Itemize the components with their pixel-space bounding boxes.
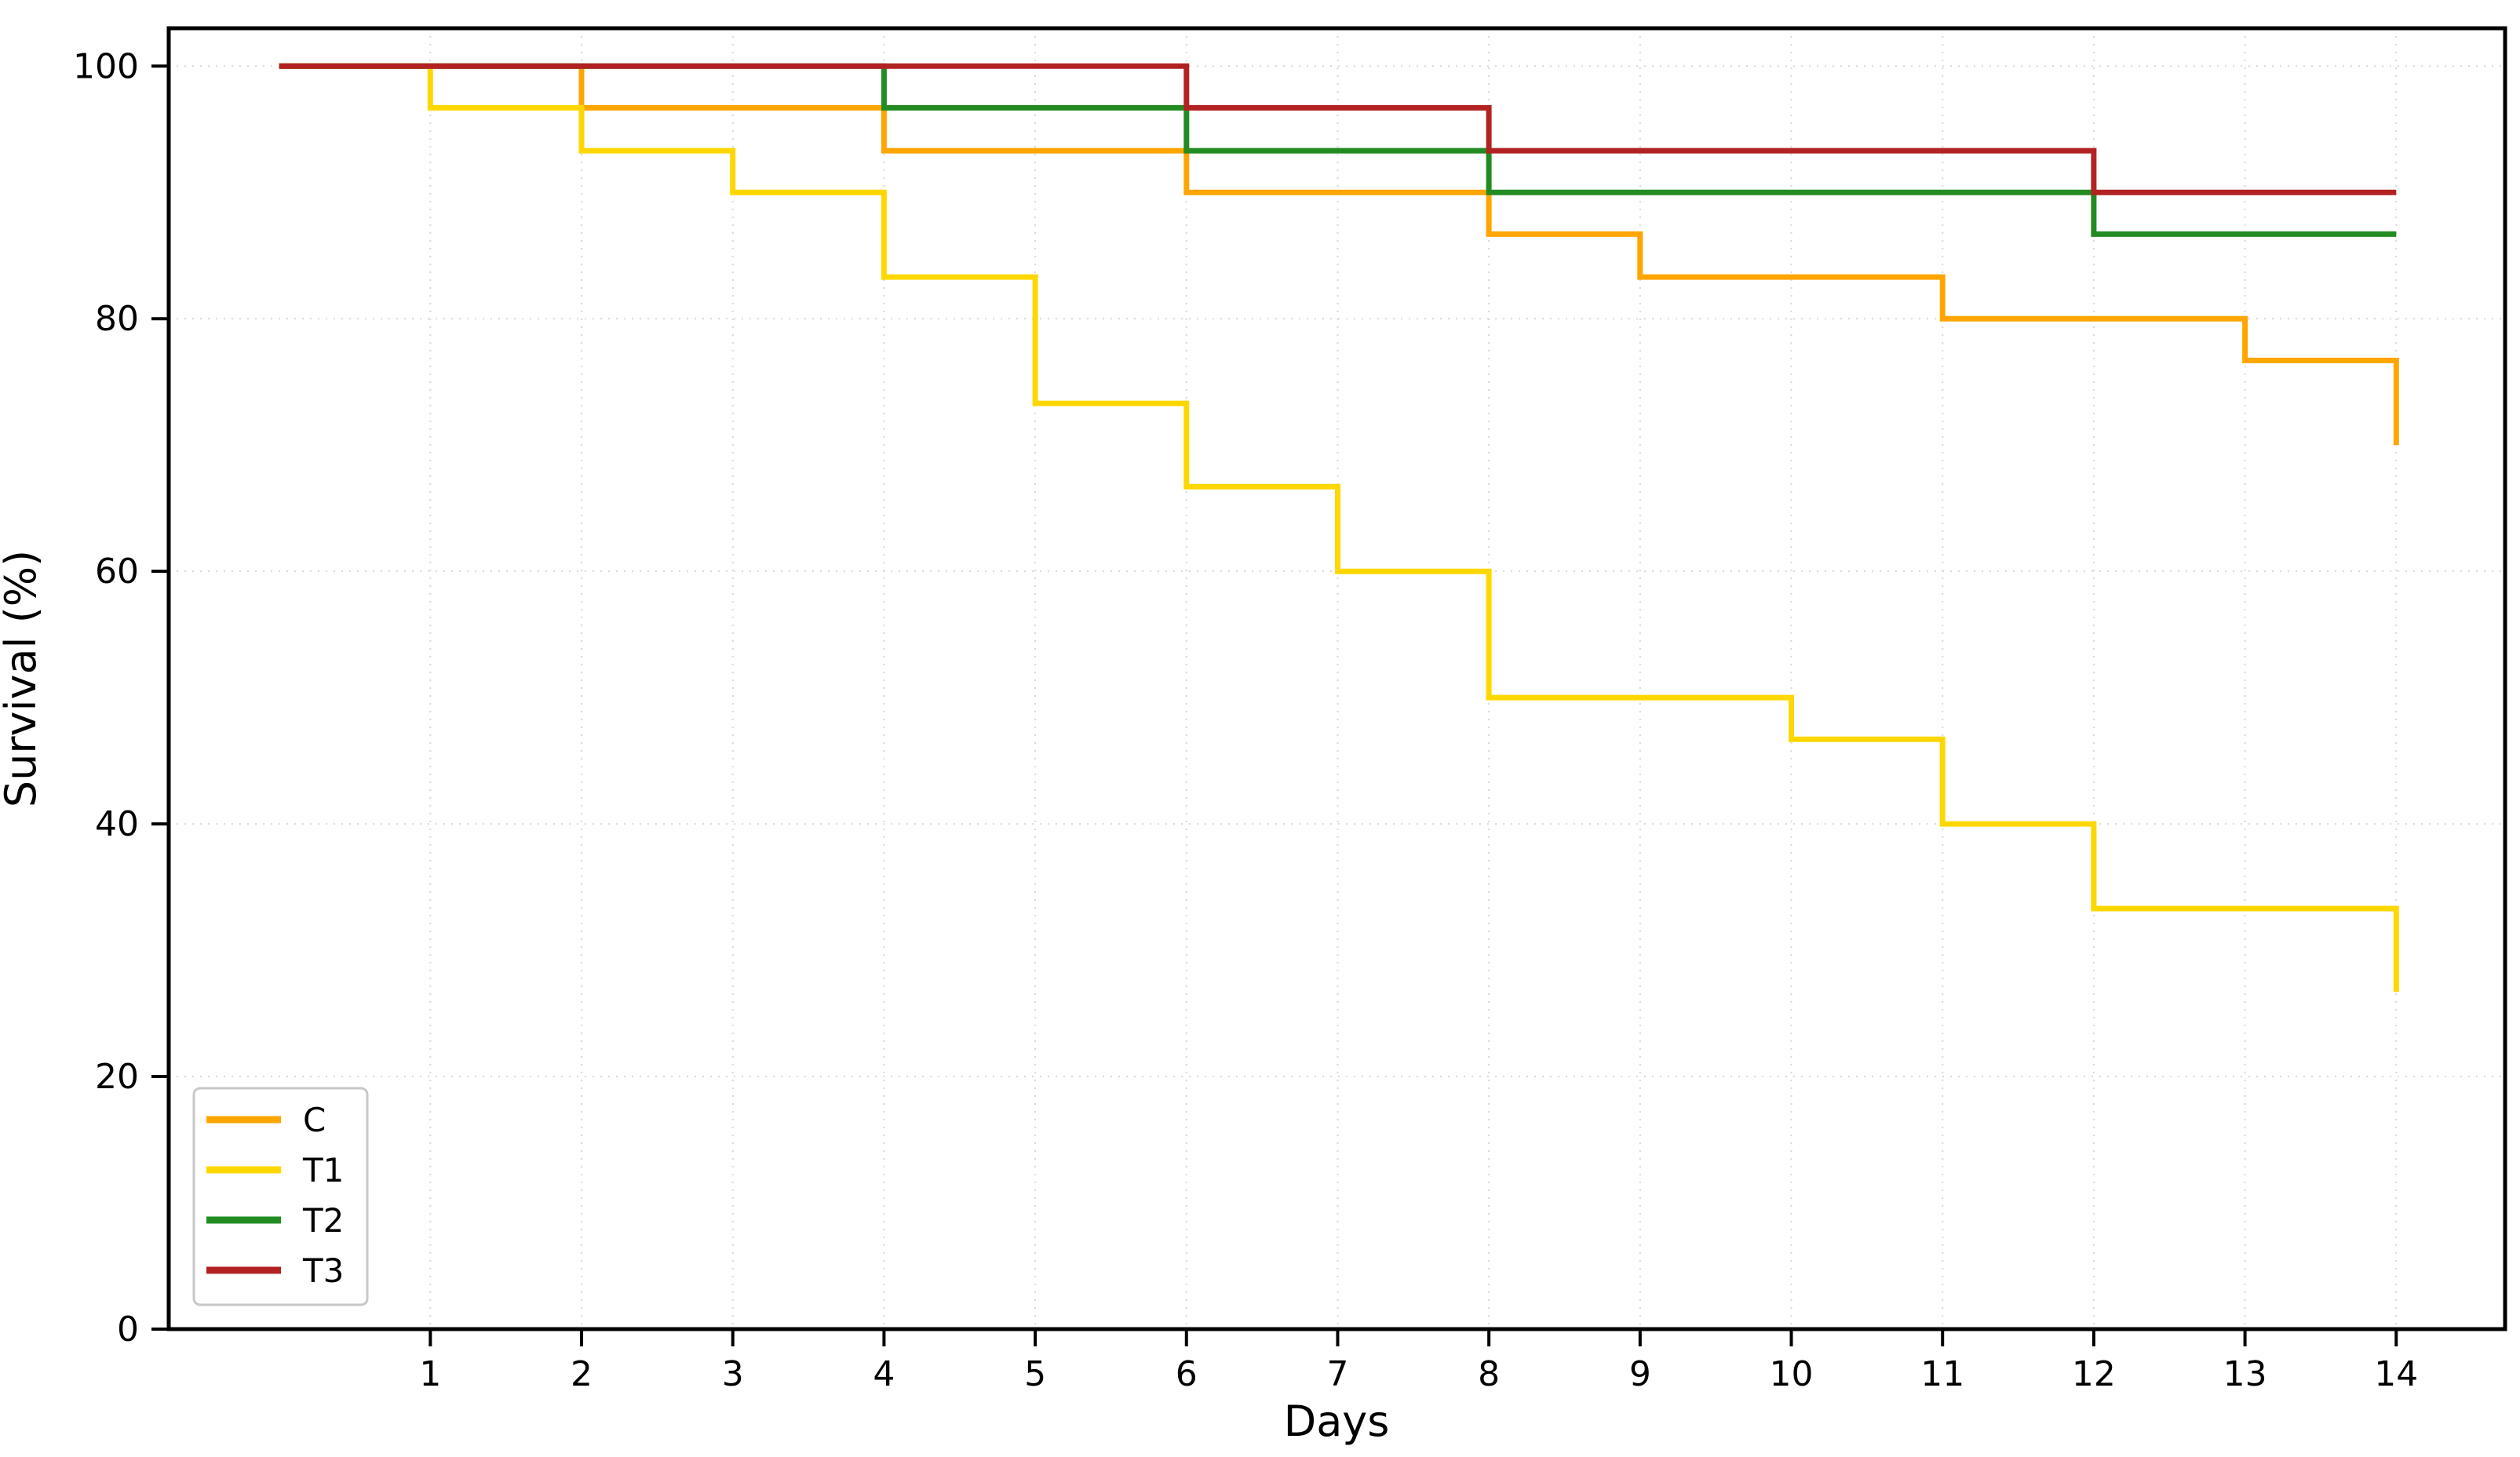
x-tick-label: 3 (722, 1354, 744, 1394)
y-tick-label: 100 (73, 46, 139, 86)
series-line-C (279, 63, 2399, 446)
y-tick-label: 80 (95, 299, 139, 339)
legend-box (192, 1087, 369, 1306)
x-tick-label: 10 (1770, 1354, 1814, 1394)
x-tick-label: 9 (1629, 1354, 1651, 1394)
x-axis-label: Days (1284, 1397, 1390, 1446)
x-tick-label: 4 (873, 1354, 895, 1394)
x-tick-label: 11 (1920, 1354, 1964, 1394)
x-tick-label: 12 (2072, 1354, 2116, 1394)
x-tick-label: 13 (2223, 1354, 2267, 1394)
y-tick-label: 40 (95, 804, 139, 844)
series-line-T3 (279, 63, 2397, 195)
series-line-T2 (279, 63, 2397, 237)
x-tick-label: 8 (1478, 1354, 1500, 1394)
series-layer (279, 63, 2399, 993)
y-axis-label: Survival (%) (0, 550, 46, 807)
legend-label-T3: T3 (302, 1251, 344, 1290)
x-tick-label: 1 (419, 1354, 441, 1394)
x-tick-label: 5 (1024, 1354, 1046, 1394)
legend-layer: C T1 T2 T3 (192, 1087, 369, 1306)
series-line-T1 (279, 63, 2399, 993)
plot-background (169, 28, 2505, 1329)
legend-label-T2: T2 (302, 1201, 344, 1240)
grid-layer (169, 28, 2505, 1330)
x-tick-label: 14 (2374, 1354, 2418, 1394)
y-tick-label: 0 (117, 1309, 139, 1350)
x-tick-label: 7 (1326, 1354, 1348, 1394)
x-tick-label: 2 (571, 1354, 593, 1394)
x-tick-label: 6 (1176, 1354, 1198, 1394)
legend-label-C: C (303, 1101, 326, 1139)
y-tick-label: 20 (95, 1057, 139, 1097)
legend-label-T1: T1 (302, 1151, 344, 1189)
y-tick-label: 60 (95, 552, 139, 592)
